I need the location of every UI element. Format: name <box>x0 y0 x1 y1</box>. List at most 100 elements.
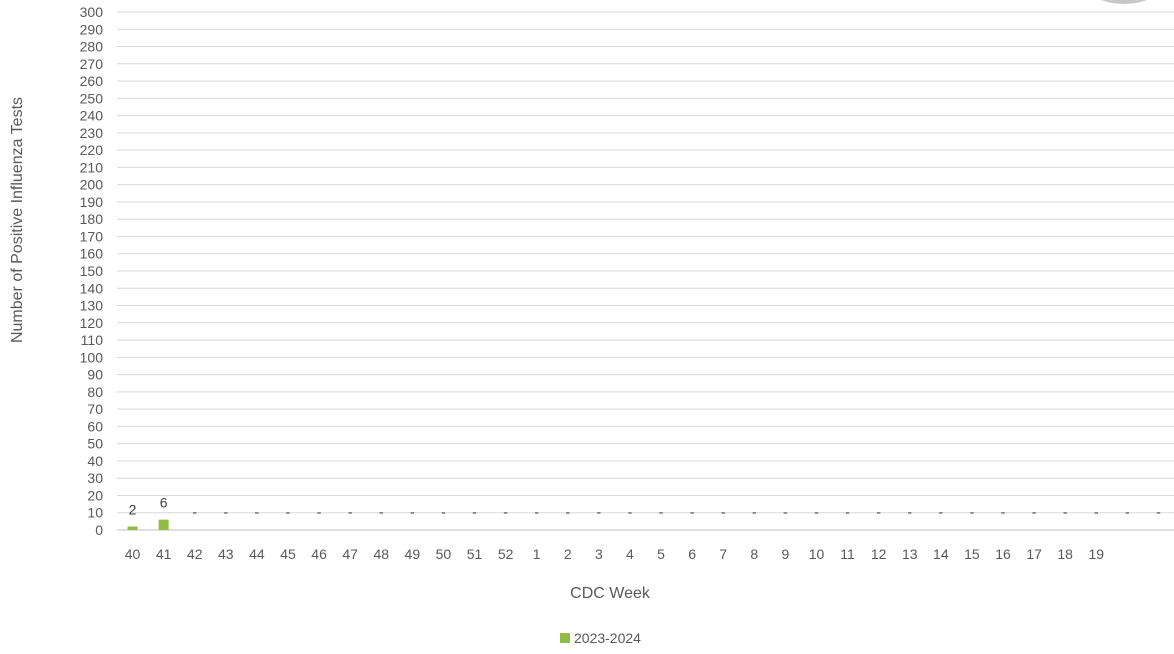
bars <box>127 519 169 530</box>
x-tick-label: 16 <box>995 546 1011 562</box>
y-tick-label: 100 <box>80 349 104 365</box>
placeholder-dash: - <box>939 504 944 520</box>
y-tick-label: 140 <box>80 280 104 296</box>
gridlines <box>117 11 1174 531</box>
placeholder-dash: - <box>1001 504 1006 520</box>
data-label: 6 <box>160 495 168 511</box>
placeholder-dash: - <box>410 504 415 520</box>
data-label: 2 <box>129 502 137 518</box>
y-tick-label: 20 <box>87 487 103 503</box>
placeholder-dash: - <box>628 504 633 520</box>
x-tick-label: 6 <box>688 546 696 562</box>
y-tick-label: 250 <box>80 90 104 106</box>
y-tick-label: 180 <box>80 211 104 227</box>
placeholder-dash: - <box>317 504 322 520</box>
bar <box>127 526 138 530</box>
x-tick-label: 41 <box>156 546 172 562</box>
y-tick-label: 190 <box>80 194 104 210</box>
legend-swatch <box>560 633 570 643</box>
y-tick-label: 130 <box>80 298 104 314</box>
y-tick-label: 210 <box>80 159 104 175</box>
placeholder-dash: - <box>192 504 197 520</box>
y-tick-label: 260 <box>80 73 104 89</box>
y-tick-label: 30 <box>87 470 103 486</box>
placeholder-dash: - <box>970 504 975 520</box>
x-tick-label: 44 <box>249 546 265 562</box>
x-tick-label: 1 <box>533 546 541 562</box>
x-tick-label: 52 <box>498 546 514 562</box>
x-axis-title: CDC Week <box>570 585 651 602</box>
x-tick-label: 9 <box>781 546 789 562</box>
placeholder-dash: - <box>597 504 602 520</box>
y-tick-label: 90 <box>87 367 103 383</box>
placeholder-dash: - <box>472 504 477 520</box>
x-tick-label: 15 <box>964 546 980 562</box>
y-tick-label: 240 <box>80 108 104 124</box>
x-tick-label: 51 <box>467 546 483 562</box>
y-tick-label: 280 <box>80 39 104 55</box>
y-tick-label: 230 <box>80 125 104 141</box>
y-tick-label: 200 <box>80 177 104 193</box>
x-tick-label: 46 <box>311 546 327 562</box>
x-tick-label: 40 <box>125 546 141 562</box>
y-tick-label: 170 <box>80 228 104 244</box>
x-tick-label: 42 <box>187 546 203 562</box>
y-tick-label: 110 <box>81 332 104 348</box>
y-axis-title: Number of Positive Influenza Tests <box>9 97 26 343</box>
x-tick-label: 45 <box>280 546 296 562</box>
placeholder-dash: - <box>255 504 260 520</box>
bar <box>158 519 169 530</box>
y-tick-label: 70 <box>87 401 103 417</box>
legend: 2023-2024 <box>560 630 641 646</box>
x-tick-label: 50 <box>436 546 452 562</box>
x-tick-label: 17 <box>1026 546 1042 562</box>
y-tick-label: 290 <box>80 21 104 37</box>
x-axis-ticks: 40 41 42 43 44 45 46 47 48 49 50 51 52 1 2 3 4 5 6 7 8 9 10 11 1… <box>125 546 1105 562</box>
placeholder-dash: - <box>721 504 726 520</box>
placeholder-dash: - <box>503 504 508 520</box>
y-tick-label: 10 <box>87 505 103 521</box>
x-tick-label: 10 <box>809 546 825 562</box>
y-tick-label: 0 <box>95 522 103 538</box>
placeholder-dash: - <box>1032 504 1037 520</box>
x-tick-label: 19 <box>1088 546 1104 562</box>
placeholder-dash: - <box>814 504 819 520</box>
placeholder-dash: - <box>876 504 881 520</box>
placeholder-dash: - <box>223 504 228 520</box>
x-tick-label: 47 <box>342 546 358 562</box>
y-tick-label: 300 <box>80 4 104 20</box>
placeholder-dash: - <box>752 504 757 520</box>
placeholder-dash: - <box>659 504 664 520</box>
x-tick-label: 12 <box>871 546 887 562</box>
placeholder-dash: - <box>286 504 291 520</box>
placeholder-dash: - <box>348 504 353 520</box>
placeholder-dash: - <box>441 504 446 520</box>
legend-label: 2023-2024 <box>574 630 641 646</box>
placeholder-dash: - <box>1063 504 1068 520</box>
x-tick-label: 43 <box>218 546 234 562</box>
y-tick-label: 220 <box>80 142 104 158</box>
y-tick-label: 60 <box>87 418 103 434</box>
placeholder-dash: - <box>783 504 788 520</box>
placeholder-dash: - <box>690 504 695 520</box>
x-tick-label: 5 <box>657 546 665 562</box>
x-tick-label: 14 <box>933 546 949 562</box>
y-tick-label: 40 <box>87 453 103 469</box>
yellow-badge-icon <box>1101 0 1147 4</box>
x-tick-label: 7 <box>719 546 727 562</box>
x-tick-label: 18 <box>1057 546 1073 562</box>
x-tick-label: 3 <box>595 546 603 562</box>
x-tick-label: 4 <box>626 546 634 562</box>
x-tick-label: 11 <box>840 546 855 562</box>
placeholder-dash: - <box>379 504 384 520</box>
x-tick-label: 48 <box>373 546 389 562</box>
placeholder-dash: - <box>845 504 850 520</box>
y-tick-label: 50 <box>87 436 103 452</box>
x-tick-label: 2 <box>564 546 572 562</box>
y-tick-label: 270 <box>80 56 104 72</box>
placeholder-dashes: -------------------------------- <box>192 504 1161 520</box>
placeholder-dash: - <box>907 504 912 520</box>
placeholder-dash: - <box>1094 504 1099 520</box>
